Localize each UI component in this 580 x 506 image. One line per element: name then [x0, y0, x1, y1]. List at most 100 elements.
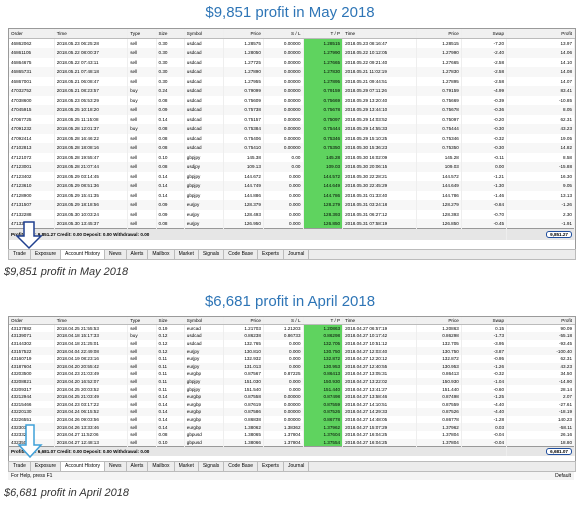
tab[interactable]: Mailbox [148, 462, 175, 471]
order-row: 47121072 2018.05.28 19:55:47 sell 0.10 gbpjp… [9, 152, 575, 162]
tab[interactable]: Signals [199, 250, 225, 259]
cell: 0.00000 [263, 86, 304, 96]
cell: 1.27955 [223, 76, 264, 86]
cell: 43187604 [9, 362, 55, 371]
cell: 0.11 [156, 354, 185, 363]
tab[interactable]: Trade [9, 462, 31, 471]
cell: 1.27725 [223, 57, 264, 67]
cell: 145.28 [416, 152, 462, 162]
order-row: 47123001 2018.05.28 21:07:44 sell 0.08 usdjp… [9, 162, 575, 172]
cell: 144.649 [416, 181, 462, 191]
order-row: 47102813 2018.05.28 18:08:16 sell 0.08 usdca… [9, 143, 575, 153]
cell: 0.14 [156, 423, 185, 431]
cell: 0.87526 [416, 408, 462, 416]
cell: 2018.04.20 20:55:42 [54, 362, 129, 371]
cell: 2018.04.27 14:48:05 [342, 415, 417, 424]
cell: 128.493 [223, 209, 264, 219]
cell: 109.03 [303, 162, 344, 172]
tab[interactable]: News [105, 250, 127, 259]
cell: eurgbp [184, 370, 225, 378]
cell: 0.12 [156, 347, 185, 355]
cell: 0.14 [156, 181, 185, 191]
tab[interactable]: Signals [199, 462, 225, 471]
tab[interactable]: Account History [61, 462, 106, 471]
cell: 0.75350 [303, 143, 344, 153]
cell: 2018.05.28 18:08:16 [54, 143, 129, 153]
cell: 1.27665 [416, 57, 462, 67]
cell: 43209317 [9, 385, 55, 393]
tab[interactable]: Account History [61, 250, 106, 259]
tab[interactable]: Alerts [127, 250, 149, 259]
cell: 1.38065 [223, 430, 264, 439]
cell: eurjpy [184, 209, 225, 219]
cell: -0.04 [461, 430, 508, 439]
tab[interactable]: Journal [284, 250, 310, 259]
tab[interactable]: Experts [258, 250, 284, 259]
cell: 0.000 [263, 385, 304, 393]
cell: 128.393 [416, 209, 462, 219]
tab[interactable]: Experts [258, 462, 284, 471]
cell: 0.86733 [263, 332, 304, 340]
cell: 47123001 [9, 162, 55, 172]
tab[interactable]: Exposure [31, 462, 62, 471]
tab[interactable]: Market [175, 462, 199, 471]
column-header: Time [54, 317, 129, 326]
cell: 109.13 [223, 162, 264, 172]
tab[interactable]: Trade [9, 250, 31, 259]
tab[interactable]: Code Base [224, 250, 258, 259]
cell: gbpusd [184, 438, 225, 447]
cell: gbpjpy [184, 190, 225, 200]
tab[interactable]: Journal [284, 462, 310, 471]
cell: 0.87526 [303, 408, 344, 416]
cell: -100.40 [506, 347, 575, 355]
cell: sell [127, 430, 157, 439]
cell: 0.00000 [263, 124, 304, 134]
cell: sell [127, 423, 157, 431]
cell: sell [127, 67, 157, 77]
cell: -18.19 [506, 408, 575, 416]
tab[interactable]: Code Base [224, 462, 258, 471]
cell: sell [127, 385, 157, 393]
cell: usdcad [184, 339, 225, 348]
cell: 0.87567 [223, 370, 264, 378]
tab[interactable]: Mailbox [148, 250, 175, 259]
cell: sell [127, 354, 157, 363]
cell: 43226551 [9, 415, 55, 424]
tab[interactable]: Market [175, 250, 199, 259]
tab[interactable]: Exposure [31, 250, 62, 259]
cell: 2018.04.25 20:03:52 [54, 385, 129, 393]
cell: 2018.05.22 07:43:11 [54, 57, 129, 67]
cell: -1.25 [461, 392, 508, 401]
tab[interactable]: News [105, 462, 127, 471]
cell: 1.20863 [416, 324, 462, 333]
cell: 14.08 [506, 67, 575, 77]
cell: 8.58 [506, 152, 575, 162]
cell: 2018.05.29 14:55:33 [342, 124, 417, 134]
order-row: 43235017 2018.04.27 12:48:13 sell 0.10 gbpus… [9, 438, 575, 447]
cell: 151.440 [303, 385, 344, 393]
column-header: Time [342, 317, 417, 326]
cell: -2.40 [461, 48, 508, 58]
column-header: S / L [263, 317, 304, 326]
cell: 2018.04.27 12:40:55 [342, 362, 417, 371]
cell: 126.850 [303, 219, 344, 229]
order-row: 47091232 2018.05.28 12:01:37 buy 0.08 usdcad… [9, 124, 575, 134]
cell: gbpjpy [184, 171, 225, 181]
cell: 2018.04.18 15:17:33 [54, 332, 129, 340]
cell: -1.46 [461, 190, 508, 200]
cell: 2018.04.27 06:57:19 [342, 324, 417, 333]
cell: 0.00000 [263, 133, 304, 143]
cell: 14.06 [506, 48, 575, 58]
tab[interactable]: Alerts [127, 462, 149, 471]
cell: sell [127, 415, 157, 424]
cell: sell [127, 400, 157, 409]
cell: 2018.04.20 16:52:07 [54, 377, 129, 386]
cell: 0.75097 [303, 114, 344, 124]
cell: 2018.05.21 09:44:51 [342, 76, 417, 86]
cell: 0.00000 [263, 48, 304, 58]
cell: sell [127, 347, 157, 355]
cell: 1.27990 [416, 48, 462, 58]
cell: 1.38362 [263, 423, 304, 431]
